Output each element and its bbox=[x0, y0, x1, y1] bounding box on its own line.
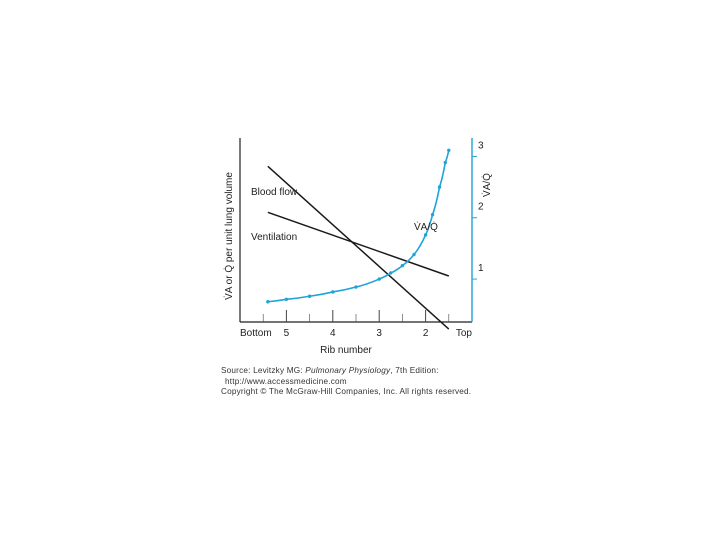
y-axis-title-left: V̇A or Q̇ per unit lung volume bbox=[222, 172, 235, 300]
va-q-ratio-point bbox=[443, 160, 448, 165]
va-q-ratio-point bbox=[437, 185, 442, 189]
x-tick-label: 4 bbox=[330, 328, 336, 339]
ventilation-line bbox=[267, 211, 450, 277]
source-citation: Source: Levitzky MG: Pulmonary Physiolog… bbox=[221, 366, 471, 398]
source-line-1: Source: Levitzky MG: Pulmonary Physiolog… bbox=[221, 366, 471, 377]
va-q-ratio-point bbox=[447, 148, 451, 152]
chart-series bbox=[266, 148, 451, 330]
va-q-ratio-point bbox=[331, 290, 335, 294]
va-q-ratio-point bbox=[430, 212, 435, 217]
x-tick-label: 3 bbox=[376, 328, 382, 339]
x-tick-label: 5 bbox=[284, 328, 290, 339]
ventilation-label: Ventilation bbox=[251, 232, 297, 243]
va-q-ratio-point bbox=[284, 297, 289, 302]
va-q-ratio-point bbox=[389, 271, 393, 275]
x-tick-label: 2 bbox=[423, 328, 429, 339]
chart-axes: Bottom 5 4 3 2 Top Rib number V̇A or Q̇ per uni… bbox=[222, 138, 493, 356]
source-suffix: , 7th Edition: bbox=[390, 366, 439, 375]
right-tick-label: 1 bbox=[478, 263, 484, 274]
va-q-ratio-point bbox=[377, 277, 381, 281]
source-book-title: Pulmonary Physiology bbox=[305, 366, 391, 375]
va-q-ratio-point bbox=[307, 294, 312, 298]
va-q-ratio-point bbox=[354, 285, 358, 289]
chart-labels: Blood flow Ventilation V̇A/Q̇ bbox=[251, 187, 438, 243]
va-q-ratio-point bbox=[400, 263, 405, 268]
source-line-2: http://www.accessmedicine.com bbox=[225, 376, 347, 386]
va-q-ratio-label: V̇A/Q̇ bbox=[414, 220, 438, 233]
va-q-ratio-curve bbox=[267, 150, 450, 303]
blood-flow-line bbox=[267, 165, 450, 330]
va-q-ratio-point bbox=[266, 300, 270, 304]
blood-flow-label: Blood flow bbox=[251, 187, 298, 198]
source-prefix: Source: Levitzky MG: bbox=[221, 366, 306, 375]
x-tick-label: Bottom bbox=[240, 328, 272, 339]
right-tick-label: 2 bbox=[478, 202, 484, 213]
x-tick-label: Top bbox=[456, 328, 473, 339]
source-line-3: Copyright © The McGraw-Hill Companies, I… bbox=[221, 387, 472, 397]
x-axis-title: Rib number bbox=[320, 345, 372, 356]
y-axis-title-right: V̇A/Q̇ bbox=[480, 173, 493, 197]
va-q-ratio-point bbox=[412, 252, 416, 257]
va-q-ratio-point bbox=[423, 233, 428, 237]
right-tick-label: 3 bbox=[478, 140, 484, 151]
